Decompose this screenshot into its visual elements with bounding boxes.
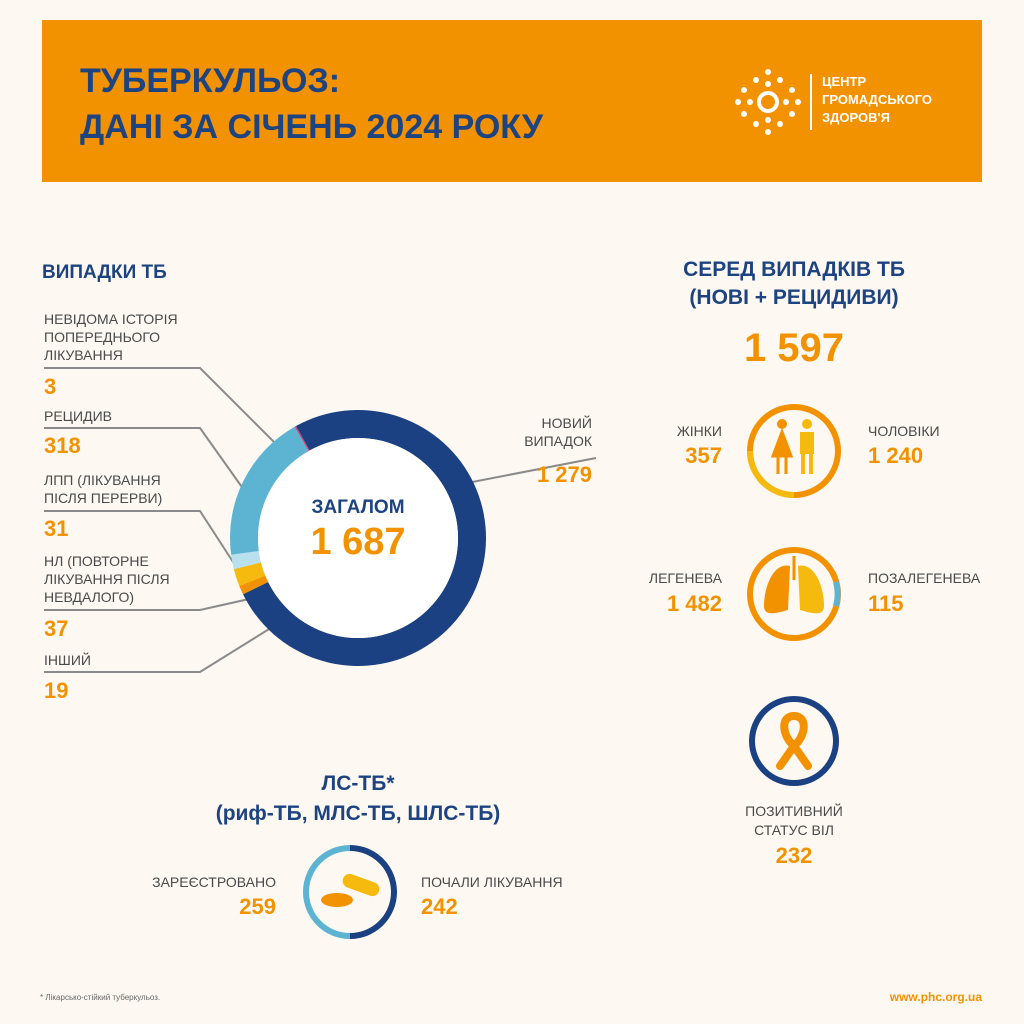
url: www.phc.org.ua [889,990,982,1004]
logo-text: ЦЕНТР [822,74,867,89]
title: ДАНІ ЗА СІЧЕНЬ 2024 РОКУ [80,108,544,146]
value: 242 [421,894,458,919]
value: 1 240 [868,443,924,468]
label: СТАТУС ВІЛ [754,822,834,838]
donut-segment [294,426,310,452]
leader-lines [44,367,597,673]
chart-title: ВИПАДКИ ТБ [42,262,167,283]
section-subtitle: (риф-ТБ, МЛС-ТБ, ШЛС-ТБ) [215,802,501,825]
label: ЖІНКИ [676,423,722,439]
total: 1 597 [743,326,845,370]
label: ПОЗАЛЕГЕНЕВА [868,570,981,586]
donut-hole [258,438,458,638]
title: ТУБЕРКУЛЬОЗ: [80,62,341,100]
donut-segment [231,551,262,570]
label: ЧОЛОВІКИ [868,423,940,439]
category-label: НЛ (ПОВТОРНЕ ЛІКУВАННЯ ПІСЛЯ НЕВДАЛОГО) [44,553,170,605]
label: ПОЧАЛИ ЛІКУВАННЯ [421,874,563,890]
logo [735,69,812,135]
value-label: 3 [44,374,57,399]
category-label: НОВИЙ ВИПАДОК [524,415,592,449]
header [42,20,982,182]
label: ЛЕГЕНЕВА [648,570,722,586]
value: 259 [239,894,276,919]
donut-segment [239,575,269,595]
label: ПОЗИТИВНИЙ [745,803,843,819]
logo-text: ЗДОРОВ'Я [822,110,890,125]
footnote: * Лікарсько-стійкий туберкульоз. [40,993,161,1002]
pills-icon [303,845,397,939]
value: 232 [775,843,813,868]
section-title: СЕРЕД ВИПАДКІВ ТБ [683,258,905,281]
value-label: 1 279 [536,462,592,487]
category-label: РЕЦИДИВ [44,408,112,424]
sex-icon [747,404,841,498]
donut-segment [233,562,266,586]
value: 1 482 [666,591,722,616]
value-label: 31 [44,516,69,541]
logo-text: ГРОМАДСЬКОГО [822,92,933,107]
value-label: 37 [44,616,69,641]
lungs-icon [747,547,841,641]
category-label: ІНШИЙ [44,652,91,668]
value-label: 318 [44,433,81,458]
category-label: ЛПП (ЛІКУВАННЯ ПІСЛЯ ПЕРЕРВИ) [44,472,163,506]
value-label: 19 [44,678,69,703]
center-total: 1 687 [310,521,406,563]
donut-segment [229,426,309,555]
center-label: ЗАГАЛОМ [311,497,405,518]
ribbon-icon [749,696,839,786]
label: ЗАРЕЄСТРОВАНО [152,874,276,890]
category-label: НЕВІДОМА ІСТОРІЯ ПОПЕРЕДНЬОГО ЛІКУВАННЯ [44,311,178,363]
section-title: (НОВІ + РЕЦИДИВИ) [689,286,899,309]
section-title: ЛС-ТБ* [321,772,395,795]
value: 115 [868,591,904,616]
value: 357 [685,443,722,468]
